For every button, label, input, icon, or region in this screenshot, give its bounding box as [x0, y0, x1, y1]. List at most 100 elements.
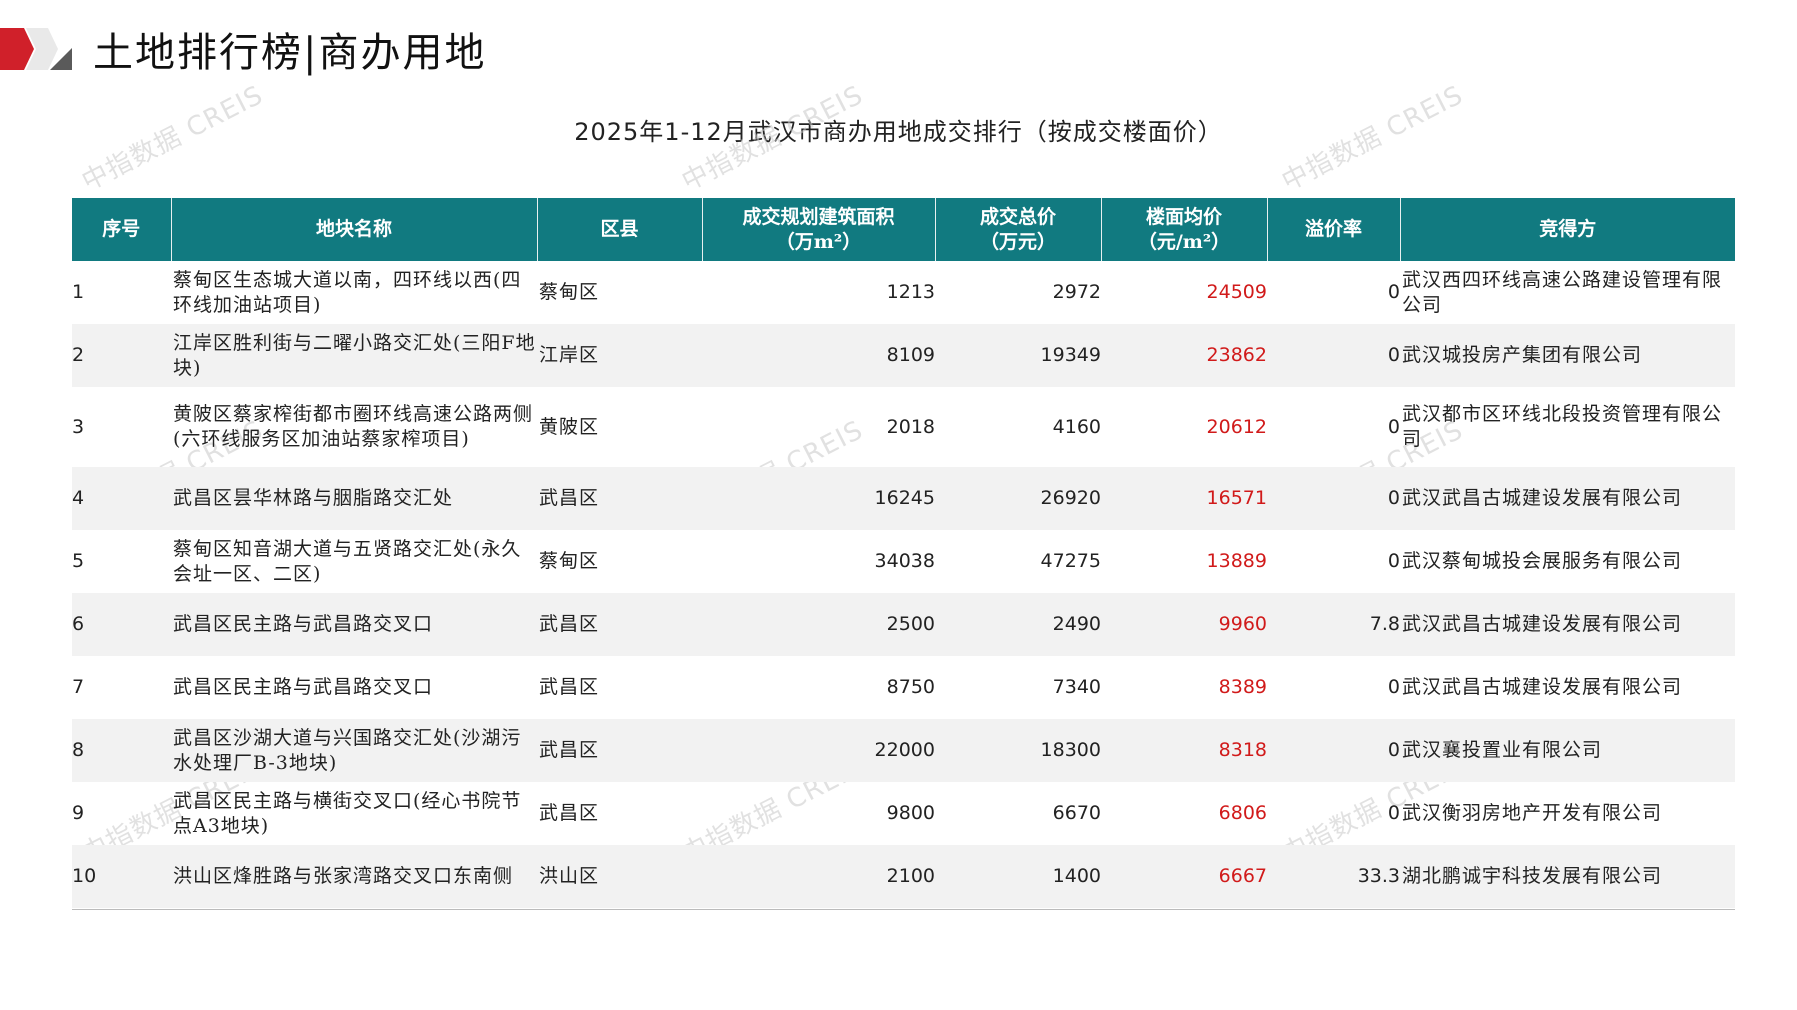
cell-land-name: 武昌区民主路与横街交叉口(经心书院节点A3地块): [173, 789, 522, 837]
cell-index: 1: [72, 281, 85, 303]
cell-area: 1213: [886, 281, 935, 303]
cell-floor-price: 6806: [1218, 802, 1267, 824]
ranking-table: 序号 地块名称 区县 成交规划建筑面积 （万m²） 成交总价 （万元） 楼面均价…: [72, 198, 1735, 908]
cell-winner: 武汉都市区环线北段投资管理有限公司: [1402, 403, 1723, 450]
cell-index: 10: [72, 845, 171, 908]
col-header-premium: 溢价率: [1267, 198, 1401, 261]
cell-land-name: 蔡甸区知音湖大道与五贤路交汇处(永久会址一区、二区): [173, 537, 522, 585]
cell-total-price: 19349: [935, 324, 1101, 387]
cell-floor-price: 13889: [1206, 550, 1267, 572]
table-row: 1 蔡甸区生态城大道以南，四环线以西(四环线加油站项目) 蔡甸区 1213 2972 24…: [72, 261, 1735, 324]
cell-area: 34038: [874, 550, 935, 572]
col-header-area: 成交规划建筑面积 （万m²）: [702, 198, 936, 261]
cell-district: 武昌区: [537, 719, 702, 782]
cell-total-price: 1400: [935, 845, 1101, 908]
table-header-row: 序号 地块名称 区县 成交规划建筑面积 （万m²） 成交总价 （万元） 楼面均价…: [72, 198, 1735, 261]
cell-index: 3: [72, 415, 85, 438]
cell-land-name: 武昌区沙湖大道与兴国路交汇处(沙湖污水处理厂B-3地块): [171, 719, 537, 782]
cell-district: 蔡甸区: [539, 550, 600, 572]
cell-floor-price: 20612: [1206, 415, 1267, 438]
cell-floor-price: 8389: [1218, 676, 1267, 698]
cell-premium-rate: 0: [1387, 415, 1400, 438]
cell-land-name: 蔡甸区生态城大道以南，四环线以西(四环线加油站项目): [173, 268, 522, 316]
cell-area: 22000: [702, 719, 935, 782]
logo-icon: [0, 28, 72, 70]
cell-premium-rate: 0: [1267, 324, 1400, 387]
cell-premium-rate: 0: [1267, 467, 1400, 530]
cell-area: 2100: [702, 845, 935, 908]
cell-premium-rate: 7.8: [1267, 593, 1400, 656]
cell-area: 2018: [886, 415, 935, 438]
cell-district: 武昌区: [537, 593, 702, 656]
cell-land-name: 武昌区民主路与武昌路交叉口: [171, 593, 537, 656]
cell-premium-rate: 0: [1387, 281, 1400, 303]
cell-area: 2500: [702, 593, 935, 656]
col-header-name: 地块名称: [171, 198, 538, 261]
cell-winner: 武汉襄投置业有限公司: [1400, 719, 1735, 782]
col-header-area-label: 成交规划建筑面积 （万m²）: [742, 205, 895, 253]
cell-floor-price: 24509: [1206, 281, 1267, 303]
cell-area: 16245: [702, 467, 935, 530]
cell-area: 8109: [702, 324, 935, 387]
cell-total-price: 18300: [935, 719, 1101, 782]
cell-index: 5: [72, 550, 85, 572]
cell-total-price: 4160: [1052, 415, 1101, 438]
cell-premium-rate: 0: [1267, 719, 1400, 782]
cell-area: 9800: [886, 802, 935, 824]
table-row: 6 武昌区民主路与武昌路交叉口 武昌区 2500 2490 9960 7.8 武汉武昌古城建设…: [72, 593, 1735, 656]
cell-land-name: 黄陂区蔡家榨街都市圈环线高速公路两侧(六环线服务区加油站蔡家榨项目): [173, 403, 534, 450]
cell-index: 7: [72, 676, 85, 698]
cell-winner: 武汉蔡甸城投会展服务有限公司: [1402, 550, 1683, 572]
col-header-winner: 竞得方: [1400, 198, 1735, 261]
col-header-price-label: 楼面均价 （元/m²）: [1137, 205, 1231, 253]
cell-index: 2: [72, 324, 171, 387]
cell-land-name: 洪山区烽胜路与张家湾路交叉口东南侧: [171, 845, 537, 908]
table-row: 4 武昌区昙华林路与胭脂路交汇处 武昌区 16245 26920 16571 0 武汉武昌古城…: [72, 467, 1735, 530]
cell-district: 武昌区: [539, 802, 600, 824]
cell-total-price: 2972: [1052, 281, 1101, 303]
table-row: 9 武昌区民主路与横街交叉口(经心书院节点A3地块) 武昌区 9800 6670 6806…: [72, 782, 1735, 845]
cell-land-name: 武昌区昙华林路与胭脂路交汇处: [171, 467, 537, 530]
cell-district: 武昌区: [537, 467, 702, 530]
table-row: 3 黄陂区蔡家榨街都市圈环线高速公路两侧(六环线服务区加油站蔡家榨项目) 黄陂区 20…: [72, 387, 1735, 467]
cell-winner: 武汉武昌古城建设发展有限公司: [1400, 467, 1735, 530]
cell-winner: 武汉城投房产集团有限公司: [1400, 324, 1735, 387]
col-header-index: 序号: [72, 198, 172, 261]
cell-land-name: 武昌区民主路与武昌路交叉口: [173, 676, 434, 698]
cell-district: 蔡甸区: [539, 281, 600, 303]
cell-winner: 武汉西四环线高速公路建设管理有限公司: [1402, 268, 1723, 316]
cell-floor-price: 8318: [1101, 719, 1267, 782]
cell-floor-price: 9960: [1101, 593, 1267, 656]
cell-winner: 武汉武昌古城建设发展有限公司: [1400, 593, 1735, 656]
cell-index: 6: [72, 593, 171, 656]
cell-premium-rate: 0: [1387, 550, 1400, 572]
cell-index: 9: [72, 802, 85, 824]
cell-premium-rate: 0: [1387, 676, 1400, 698]
table-row: 10 洪山区烽胜路与张家湾路交叉口东南侧 洪山区 2100 1400 6667 33.3 湖北…: [72, 845, 1735, 908]
cell-winner: 武汉武昌古城建设发展有限公司: [1402, 676, 1683, 698]
cell-floor-price: 16571: [1101, 467, 1267, 530]
col-header-district: 区县: [537, 198, 703, 261]
table-row: 7 武昌区民主路与武昌路交叉口 武昌区 8750 7340 8389 0 武汉武昌古城建设发展…: [72, 656, 1735, 719]
cell-winner: 武汉衡羽房地产开发有限公司: [1402, 802, 1663, 824]
cell-district: 洪山区: [537, 845, 702, 908]
table-bottom-rule: [72, 909, 1735, 910]
cell-floor-price: 6667: [1101, 845, 1267, 908]
cell-winner: 湖北鹏诚宇科技发展有限公司: [1400, 845, 1735, 908]
table-row: 8 武昌区沙湖大道与兴国路交汇处(沙湖污水处理厂B-3地块) 武昌区 22000 183…: [72, 719, 1735, 782]
cell-total-price: 2490: [935, 593, 1101, 656]
cell-total-price: 26920: [935, 467, 1101, 530]
cell-index: 4: [72, 467, 171, 530]
page-title: 土地排行榜|商办用地: [93, 30, 487, 76]
cell-total-price: 7340: [1052, 676, 1101, 698]
table-title: 2025年1-12月武汉市商办用地成交排行（按成交楼面价）: [574, 118, 1223, 146]
col-header-total: 成交总价 （万元）: [935, 198, 1102, 261]
cell-total-price: 6670: [1052, 802, 1101, 824]
cell-district: 武昌区: [539, 676, 600, 698]
cell-total-price: 47275: [1040, 550, 1101, 572]
cell-district: 黄陂区: [539, 415, 600, 438]
col-header-total-label: 成交总价 （万元）: [979, 205, 1056, 253]
cell-premium-rate: 0: [1387, 802, 1400, 824]
cell-floor-price: 23862: [1101, 324, 1267, 387]
cell-index: 8: [72, 719, 171, 782]
